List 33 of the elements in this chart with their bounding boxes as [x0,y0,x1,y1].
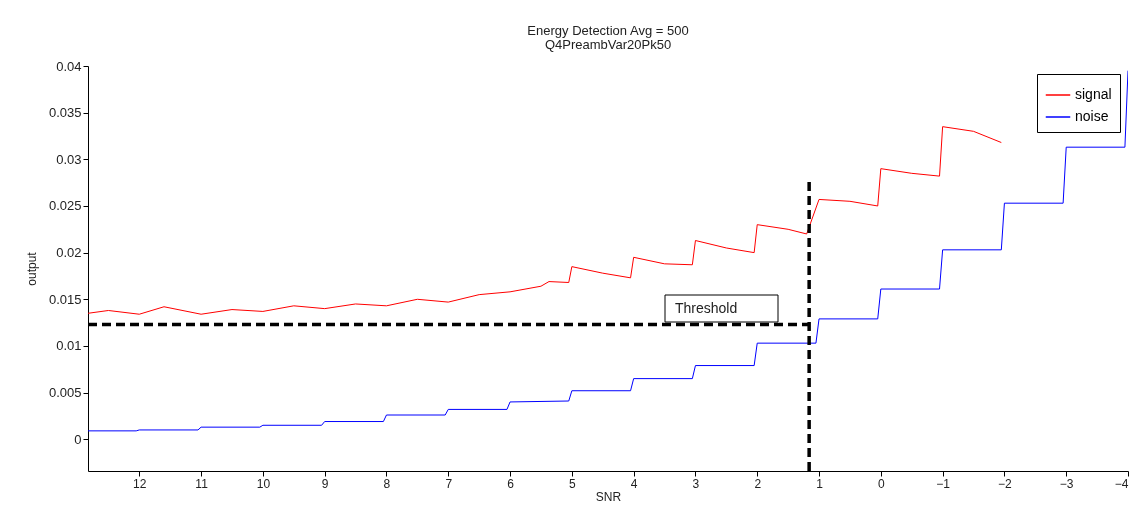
x-tick-label: 10 [256,476,271,491]
x-tick-label: 8 [383,476,391,491]
y-tick-label: 0.02 [56,245,82,261]
x-tick-label: 4 [630,476,638,491]
y-tick-label: 0.015 [48,291,82,307]
x-tick-label: 5 [569,476,577,491]
x-tick-label: −3 [1059,476,1074,491]
y-tick-label: 0 [74,431,82,447]
y-tick-label: 0.035 [48,105,82,121]
x-tick-label: 6 [507,476,515,491]
x-tick-label: 9 [321,476,329,491]
y-tick-label: 0.01 [56,338,82,354]
x-tick-label: −2 [998,476,1013,491]
y-tick-label: 0.03 [56,151,82,167]
x-tick-label: 3 [692,476,700,491]
x-tick-label: 1 [816,476,824,491]
x-axis-title: SNR [595,489,622,504]
legend-label: signal [1075,86,1112,102]
x-tick-label: 0 [877,476,885,491]
x-tick-label: 12 [133,476,147,491]
x-tick-label: 2 [754,476,762,491]
x-tick-label: 7 [445,476,453,491]
annotation: Threshold [675,300,738,316]
chart-subtitle: Q4PreambVar20Pk50 [544,37,672,52]
y-tick-label: 0.005 [48,385,82,401]
y-axis-title: output [24,251,39,286]
legend-label: noise [1075,108,1109,124]
y-tick-label: 0.025 [48,198,82,214]
chart-title: Energy Detection Avg = 500 [527,23,689,38]
x-tick-label: −1 [936,476,951,491]
x-tick-label: −4 [1114,476,1129,491]
x-tick-label: 11 [195,476,209,491]
y-tick-label: 0.04 [56,58,82,74]
